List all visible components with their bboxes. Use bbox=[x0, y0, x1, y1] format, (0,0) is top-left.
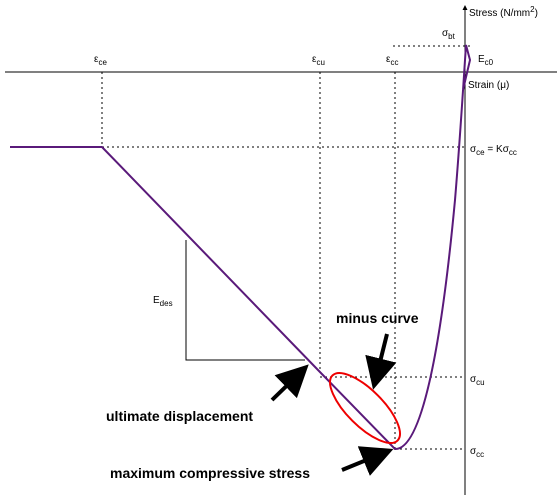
subscript: cu bbox=[476, 378, 484, 387]
modulus-label: Edes bbox=[153, 295, 173, 308]
y-axis-label: Stress (N/mm2) bbox=[469, 5, 538, 19]
annotation: minus curve bbox=[336, 310, 419, 326]
label-text: Strain (μ) bbox=[468, 80, 509, 91]
slope-triangle bbox=[185, 240, 305, 361]
strain-label: εcu bbox=[312, 54, 325, 67]
stress-label: σce = Kσcc bbox=[470, 144, 517, 157]
label-text: ε bbox=[386, 54, 391, 65]
label-text: Stress (N/mm bbox=[469, 8, 530, 19]
x-axis-label: Strain (μ) bbox=[468, 80, 509, 91]
arrow bbox=[341, 446, 394, 476]
label-text: E bbox=[478, 54, 485, 65]
annotation: maximum compressive stress bbox=[110, 465, 310, 481]
label-text: σ bbox=[442, 28, 449, 39]
highlight-ellipse bbox=[329, 372, 401, 444]
subscript: c0 bbox=[485, 58, 494, 67]
subscript: cc bbox=[509, 148, 517, 157]
subscript: des bbox=[160, 299, 173, 308]
arrow bbox=[270, 364, 309, 402]
superscript: 2 bbox=[530, 5, 535, 14]
stress-strain-curve bbox=[10, 44, 472, 451]
label-text: ) bbox=[535, 8, 538, 19]
label-text: σ bbox=[470, 144, 477, 155]
stress-label: σcc bbox=[470, 446, 484, 459]
strain-label: εcc bbox=[386, 54, 398, 67]
annotation: ultimate displacement bbox=[106, 408, 253, 424]
subscript: cu bbox=[316, 58, 324, 67]
guides bbox=[101, 45, 470, 450]
label-text: = Kσ bbox=[485, 144, 510, 155]
label-text: ε bbox=[94, 54, 99, 65]
label-text: ε bbox=[312, 54, 317, 65]
label-text: σ bbox=[470, 374, 477, 385]
subscript: ce bbox=[98, 58, 107, 67]
label-text: σ bbox=[470, 446, 477, 457]
subscript: ce bbox=[476, 148, 485, 157]
modulus-label: Ec0 bbox=[478, 54, 494, 67]
subscript: cc bbox=[476, 450, 484, 459]
stress-label: σcu bbox=[470, 374, 485, 387]
arrow bbox=[365, 333, 397, 390]
stress-label: σbt bbox=[442, 28, 456, 41]
subscript: bt bbox=[448, 32, 455, 41]
subscript: cc bbox=[390, 58, 398, 67]
label-text: E bbox=[153, 295, 160, 306]
strain-label: εce bbox=[94, 54, 107, 67]
